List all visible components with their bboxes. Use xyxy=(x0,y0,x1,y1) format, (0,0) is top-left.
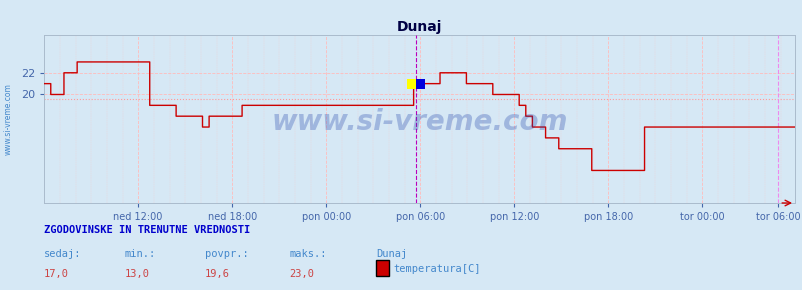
Text: 19,6: 19,6 xyxy=(205,269,229,279)
Title: Dunaj: Dunaj xyxy=(396,20,442,34)
Text: 17,0: 17,0 xyxy=(44,269,69,279)
Text: 13,0: 13,0 xyxy=(124,269,149,279)
Text: 23,0: 23,0 xyxy=(289,269,314,279)
Text: Dunaj: Dunaj xyxy=(375,249,407,259)
Text: min.:: min.: xyxy=(124,249,156,259)
Text: temperatura[C]: temperatura[C] xyxy=(393,264,480,274)
Text: sedaj:: sedaj: xyxy=(44,249,82,259)
Text: www.si-vreme.com: www.si-vreme.com xyxy=(271,108,567,136)
Text: www.si-vreme.com: www.si-vreme.com xyxy=(4,83,13,155)
Bar xyxy=(407,79,415,89)
Text: povpr.:: povpr.: xyxy=(205,249,248,259)
Bar xyxy=(415,79,425,89)
Text: maks.:: maks.: xyxy=(289,249,326,259)
Text: ZGODOVINSKE IN TRENUTNE VREDNOSTI: ZGODOVINSKE IN TRENUTNE VREDNOSTI xyxy=(44,225,250,235)
